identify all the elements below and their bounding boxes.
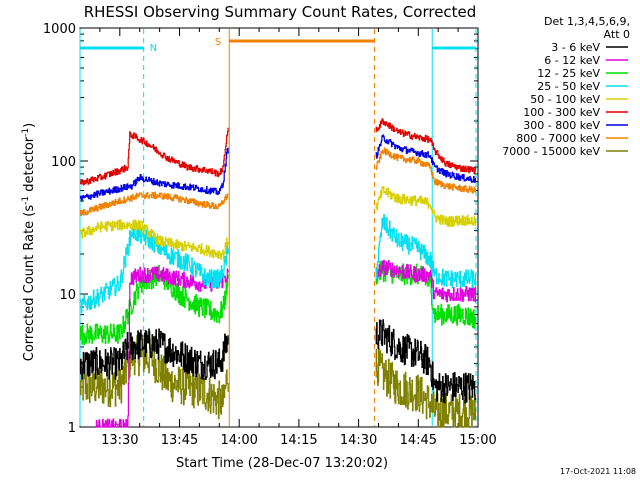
footer-date: 17-Oct-2021 11:08	[560, 467, 636, 476]
series-line-s8	[375, 147, 477, 194]
x-axis-label: Start Time (28-Dec-07 13:20:02)	[176, 456, 388, 471]
legend-label: 25 - 50 keV	[537, 80, 600, 93]
legend-label: 6 - 12 keV	[544, 54, 600, 67]
series-line-s1	[79, 328, 229, 381]
series-line-s5	[375, 186, 477, 227]
y-tick-labels: 1 10 100 1000	[43, 22, 76, 436]
legend-label: 7000 - 15000 keV	[502, 145, 600, 158]
series-line-s8	[79, 191, 229, 217]
legend-label: 100 - 300 keV	[523, 106, 600, 119]
chart-title: RHESSI Observing Summary Count Rates, Co…	[84, 3, 477, 21]
x-tick-label: 13:45	[161, 433, 198, 448]
series-line-s7	[79, 147, 229, 201]
series-line-s5	[79, 219, 229, 260]
orbit-markers: NS	[79, 29, 477, 426]
x-tick-labels: 13:30 13:45 14:00 14:15 14:30 14:45 15:00	[101, 433, 497, 448]
y-tick-label: 1	[68, 421, 76, 436]
series-line-s2	[375, 259, 477, 303]
legend-header-detectors: Det 1,3,4,5,6,9,	[544, 15, 630, 28]
y-tick-label: 10	[59, 288, 76, 303]
saa-bar-label: S	[215, 37, 221, 48]
x-tick-label: 14:00	[220, 433, 257, 448]
legend-label: 50 - 100 keV	[530, 93, 600, 106]
series-line-s1	[375, 319, 477, 404]
plot-area: NS	[79, 27, 479, 428]
series-line-s4	[375, 214, 477, 289]
series-layer	[79, 118, 477, 428]
series-line-s6	[375, 118, 477, 175]
y-axis-label: Corrected Count Rate (s-1 detector-1)	[21, 123, 37, 361]
series-line-s6	[79, 127, 229, 186]
x-tick-label: 14:30	[340, 433, 377, 448]
legend-label: 3 - 6 keV	[551, 41, 600, 54]
legend-label: 800 - 7000 keV	[516, 132, 600, 145]
y-tick-label: 100	[51, 155, 76, 170]
x-tick-label: 15:00	[459, 433, 496, 448]
legend-header-attenuator: Att 0	[604, 28, 630, 41]
series-line-s3	[79, 264, 229, 346]
x-tick-label: 13:30	[101, 433, 138, 448]
legend-label: 12 - 25 keV	[537, 67, 600, 80]
series-line-s9	[375, 347, 477, 428]
night-bar-label: N	[150, 43, 157, 54]
x-tick-label: 14:45	[400, 433, 437, 448]
x-tick-label: 14:15	[280, 433, 317, 448]
series-line-s7	[375, 134, 477, 183]
series-line-s4	[80, 223, 229, 313]
legend-label: 300 - 800 keV	[523, 119, 600, 132]
y-tick-label: 1000	[43, 22, 76, 37]
